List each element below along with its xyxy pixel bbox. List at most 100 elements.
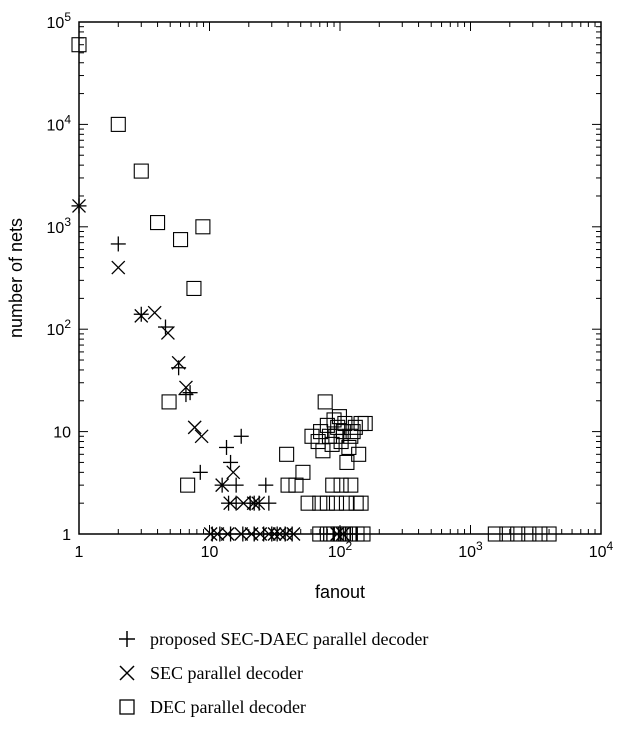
- y-tick-label: 1: [62, 527, 71, 544]
- cross-point: [147, 305, 162, 320]
- cross-point: [267, 527, 282, 541]
- cross-stroke: [261, 527, 276, 541]
- legend-label-dec: DEC parallel decoder: [150, 696, 306, 717]
- square-point: [328, 495, 345, 511]
- plus-point: [284, 526, 300, 542]
- square-point: [280, 477, 296, 493]
- square-point: [541, 526, 557, 542]
- y-axis-label: number of nets: [6, 218, 26, 338]
- cross-point: [236, 496, 251, 511]
- cross-point: [223, 496, 238, 511]
- y-tick-label: 104: [47, 112, 72, 134]
- square-point: [312, 495, 328, 511]
- square-point: [195, 219, 211, 235]
- square-point: [339, 454, 355, 470]
- square-point: [347, 419, 363, 435]
- cross-point: [72, 198, 86, 213]
- x-tick-label: 10: [201, 544, 219, 561]
- square-point: [499, 526, 515, 542]
- cross-marker-icon: [119, 665, 135, 681]
- square-point: [133, 163, 149, 179]
- cross-point: [178, 380, 193, 395]
- square-point: [338, 495, 354, 511]
- legend: proposed SEC-DAEC parallel decoder SEC p…: [112, 622, 428, 724]
- cross-point: [194, 429, 209, 444]
- cross-stroke: [251, 496, 266, 511]
- plus-point: [192, 464, 208, 480]
- cross-stroke: [134, 308, 149, 323]
- cross-point: [134, 308, 149, 323]
- cross-stroke: [72, 198, 86, 213]
- square-point: [161, 394, 177, 410]
- plus-point: [233, 428, 249, 444]
- cross-stroke: [223, 496, 238, 511]
- cross-stroke: [234, 527, 249, 541]
- square-point: [532, 526, 548, 542]
- scatter-chart: 1 10 102 103 104 1 10 102 103 104 105 fanout numbe…: [6, 10, 614, 602]
- square-point: [333, 477, 349, 493]
- legend-label-proposed: proposed SEC-DAEC parallel decoder: [150, 628, 429, 649]
- cross-point: [210, 527, 225, 541]
- square-point: [353, 495, 369, 511]
- cross-point: [251, 496, 266, 511]
- square-point: [110, 116, 126, 132]
- square-point: [343, 428, 359, 444]
- legend-label-sec: SEC parallel decoder: [150, 662, 303, 683]
- plus-point: [178, 387, 194, 403]
- cross-point: [234, 527, 249, 541]
- data-marks: [71, 37, 557, 542]
- legend-item-sec: SEC parallel decoder: [112, 656, 428, 690]
- cross-stroke: [220, 527, 235, 541]
- cross-stroke: [246, 496, 261, 511]
- cross-point: [187, 420, 202, 435]
- cross-point: [261, 527, 276, 541]
- plus-point: [261, 495, 277, 511]
- y-tick-label: 10: [53, 425, 71, 442]
- cross-point: [160, 325, 175, 340]
- plus-point: [182, 385, 198, 401]
- cross-stroke: [278, 527, 293, 541]
- x-tick-label: 103: [458, 539, 483, 561]
- square-point: [304, 428, 320, 444]
- cross-stroke: [203, 527, 218, 541]
- legend-item-proposed: proposed SEC-DAEC parallel decoder: [112, 622, 428, 656]
- square-point: [186, 280, 202, 297]
- square-point: [337, 415, 353, 432]
- cross-stroke: [178, 380, 193, 395]
- cross-point: [171, 355, 186, 370]
- plus-point: [258, 477, 274, 493]
- square-point: [295, 464, 311, 480]
- square-point: [351, 446, 367, 462]
- square-point: [355, 526, 371, 542]
- y-tick-label: 102: [47, 317, 72, 339]
- square-point: [345, 424, 361, 440]
- plus-point: [110, 236, 126, 252]
- cross-stroke: [194, 429, 209, 444]
- square-point: [487, 526, 503, 542]
- cross-stroke: [215, 478, 230, 493]
- cross-stroke: [160, 325, 175, 340]
- plus-point: [157, 319, 173, 335]
- square-point: [333, 433, 349, 450]
- x-tick-label: 1: [75, 544, 84, 561]
- plus-marker-icon: [119, 631, 135, 647]
- square-point: [150, 215, 166, 231]
- x-tick-label: 104: [589, 539, 614, 561]
- square-point: [172, 232, 189, 248]
- square-point: [300, 495, 316, 511]
- square-point: [324, 436, 340, 452]
- square-point: [317, 394, 333, 410]
- y-tick-label: 105: [47, 10, 72, 32]
- square-point: [319, 495, 335, 511]
- axis-ticks: 1 10 102 103 104 1 10 102 103 104 105: [47, 10, 614, 561]
- cross-stroke: [226, 465, 241, 480]
- square-point: [357, 415, 373, 432]
- square-point: [180, 477, 196, 493]
- plus-point: [223, 454, 239, 470]
- y-tick-label: 103: [47, 215, 72, 237]
- square-point: [521, 526, 537, 542]
- cross-point: [215, 478, 230, 493]
- cross-stroke: [210, 527, 225, 541]
- cross-stroke: [286, 527, 301, 541]
- plus-point: [219, 439, 235, 455]
